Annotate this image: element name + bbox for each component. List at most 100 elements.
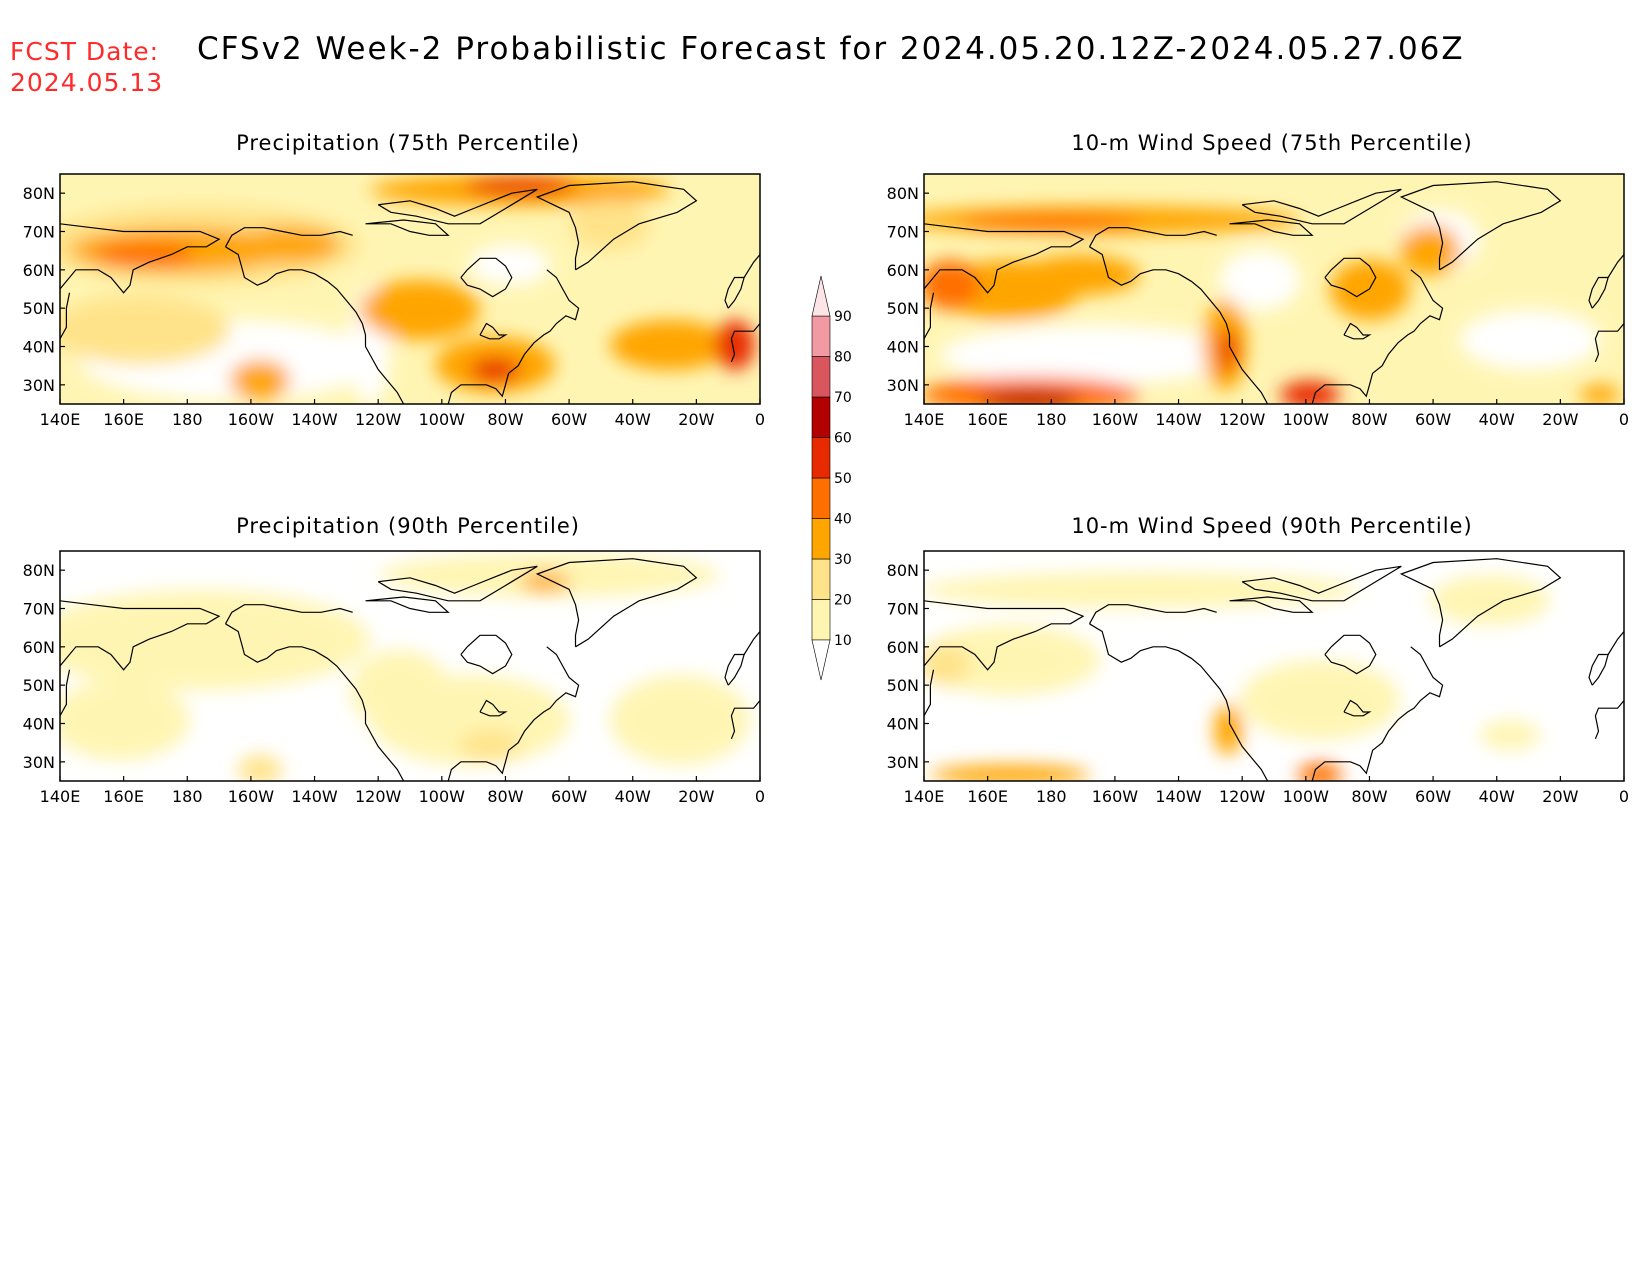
shade-canaries <box>1580 385 1620 404</box>
coastline-segment <box>447 269 580 404</box>
lon-tick-label: 100W <box>1283 410 1330 429</box>
lon-tick-label: 100W <box>419 787 466 806</box>
lon-tick-label: 160E <box>103 410 144 429</box>
lat-tick-label: 80N <box>23 561 55 580</box>
coastline-segment <box>1607 254 1624 278</box>
lon-tick-label: 80W <box>1351 787 1387 806</box>
lon-tick-label: 140E <box>904 787 945 806</box>
coastline-segment <box>924 292 935 340</box>
lon-tick-label: 60W <box>1415 787 1451 806</box>
shade-hawaii <box>930 765 1090 781</box>
coastline-segment <box>1324 634 1377 675</box>
colorbar-label: 30 <box>834 552 852 568</box>
lat-tick-label: 60N <box>887 638 919 657</box>
shade-atlantic <box>1480 720 1540 750</box>
coastline-segment <box>479 322 508 340</box>
lat-tick-label: 50N <box>23 676 55 695</box>
lon-tick-label: 60W <box>551 410 587 429</box>
coastline-segment <box>60 292 71 340</box>
colorbar-label: 40 <box>834 512 852 528</box>
coastline-segment <box>1229 219 1314 236</box>
lon-tick-label: 140E <box>904 410 945 429</box>
lon-tick-label: 20W <box>1542 410 1578 429</box>
lon-tick-label: 140E <box>40 410 81 429</box>
map-panel-wind-90: 80N 70N 60N 50N 40N 30N 140E 160E 180 160W 140W 120… <box>887 550 1629 806</box>
coastline-segment <box>1089 623 1269 781</box>
colorbar-label: 60 <box>834 431 852 447</box>
shade-dry-canada <box>470 245 550 285</box>
lat-tick-label: 30N <box>887 376 919 395</box>
coastline-segment <box>743 254 760 278</box>
coastline-segment <box>1588 276 1609 309</box>
lon-tick-label: 120W <box>1219 787 1266 806</box>
lon-tick-label: 140E <box>40 787 81 806</box>
colorbar-swatch <box>811 599 831 641</box>
lon-tick-label: 0 <box>1619 410 1629 429</box>
lon-tick-label: 140W <box>291 410 338 429</box>
coastlines <box>924 181 1624 404</box>
coastline-segment <box>447 646 580 781</box>
colorbar-swatch <box>811 396 831 438</box>
coastline-segment <box>460 634 513 675</box>
coastline-segment <box>1311 646 1444 781</box>
colorbar-label: 50 <box>834 471 852 487</box>
colorbar-swatch <box>811 518 831 560</box>
lon-tick-label: 20W <box>678 410 714 429</box>
shade-hawaii <box>230 360 290 400</box>
shade-mexico <box>1298 763 1342 781</box>
coastline-segment <box>1399 181 1562 271</box>
coastline-segment <box>377 188 538 225</box>
shade-bering <box>924 645 970 685</box>
shade-aleutian <box>95 243 195 267</box>
lat-tick-label: 70N <box>23 600 55 619</box>
shade-calm-atlantic <box>1460 310 1600 370</box>
coastline-segment <box>1311 269 1444 404</box>
coastline-segment <box>1343 699 1372 717</box>
axis-ticks: 80N 70N 60N 50N 40N 30N 140E 160E 180 160W 140W 120… <box>887 184 1629 429</box>
coastline-segment <box>924 600 1085 671</box>
forecast-date-label: FCST Date: 2024.05.13 <box>10 36 163 98</box>
coastline-segment <box>1324 257 1377 298</box>
map-panel-wind-75: 80N 70N 60N 50N 40N 30N 140E 160E 180 160W 140W 120… <box>887 173 1629 429</box>
shade-hawaii-core <box>980 391 1080 404</box>
coastline-segment <box>224 604 353 625</box>
shade-arctic-core <box>960 214 1140 230</box>
lon-tick-label: 160E <box>103 787 144 806</box>
colorbar: 10 20 30 40 50 60 70 80 90 <box>811 275 852 681</box>
lon-tick-label: 80W <box>1351 410 1387 429</box>
map-panel-precip-75: 80N 70N 60N 50N 40N 30N 140E 160E 180 160W 140W 120… <box>23 173 765 429</box>
colorbar-label: 10 <box>834 633 852 649</box>
shade-calif-core <box>1219 328 1237 372</box>
colorbar-swatch <box>811 477 831 519</box>
lat-tick-label: 50N <box>887 676 919 695</box>
shade-calif <box>1214 705 1242 755</box>
coastline-segment <box>1089 246 1269 404</box>
shade-bering <box>924 260 980 310</box>
coastline-segment <box>1229 596 1314 613</box>
shade-atlantic <box>610 320 730 370</box>
axis-ticks: 80N 70N 60N 50N 40N 30N 140E 160E 180 160W 140W 120… <box>887 561 1629 806</box>
coastline-segment <box>460 257 513 298</box>
colorbar-bottom-arrow <box>811 639 831 681</box>
colorbar-swatch <box>811 437 831 479</box>
coastline-segment <box>1594 323 1624 363</box>
shade-canada-w <box>350 650 450 730</box>
coastline-segment <box>730 323 760 363</box>
coastlines <box>60 558 760 781</box>
shade-calm-canada <box>1220 250 1300 310</box>
lon-tick-label: 20W <box>678 787 714 806</box>
lon-tick-label: 40W <box>1479 410 1515 429</box>
lon-tick-label: 160W <box>1092 787 1139 806</box>
coastline-segment <box>1607 631 1624 655</box>
coastline-segment <box>60 223 221 294</box>
shade-alaska-gulf <box>1020 255 1140 295</box>
panel-title-wind-90: 10-m Wind Speed (90th Percentile) <box>1071 514 1473 538</box>
coastline-segment <box>724 653 745 686</box>
shade-alaska <box>240 227 340 263</box>
map-frame <box>923 173 1625 405</box>
lat-tick-label: 40N <box>887 338 919 357</box>
shade-labrador <box>1400 225 1460 275</box>
coastline-segment <box>1241 188 1402 225</box>
shade-mid-pacific <box>60 295 230 365</box>
lon-tick-label: 120W <box>1219 410 1266 429</box>
